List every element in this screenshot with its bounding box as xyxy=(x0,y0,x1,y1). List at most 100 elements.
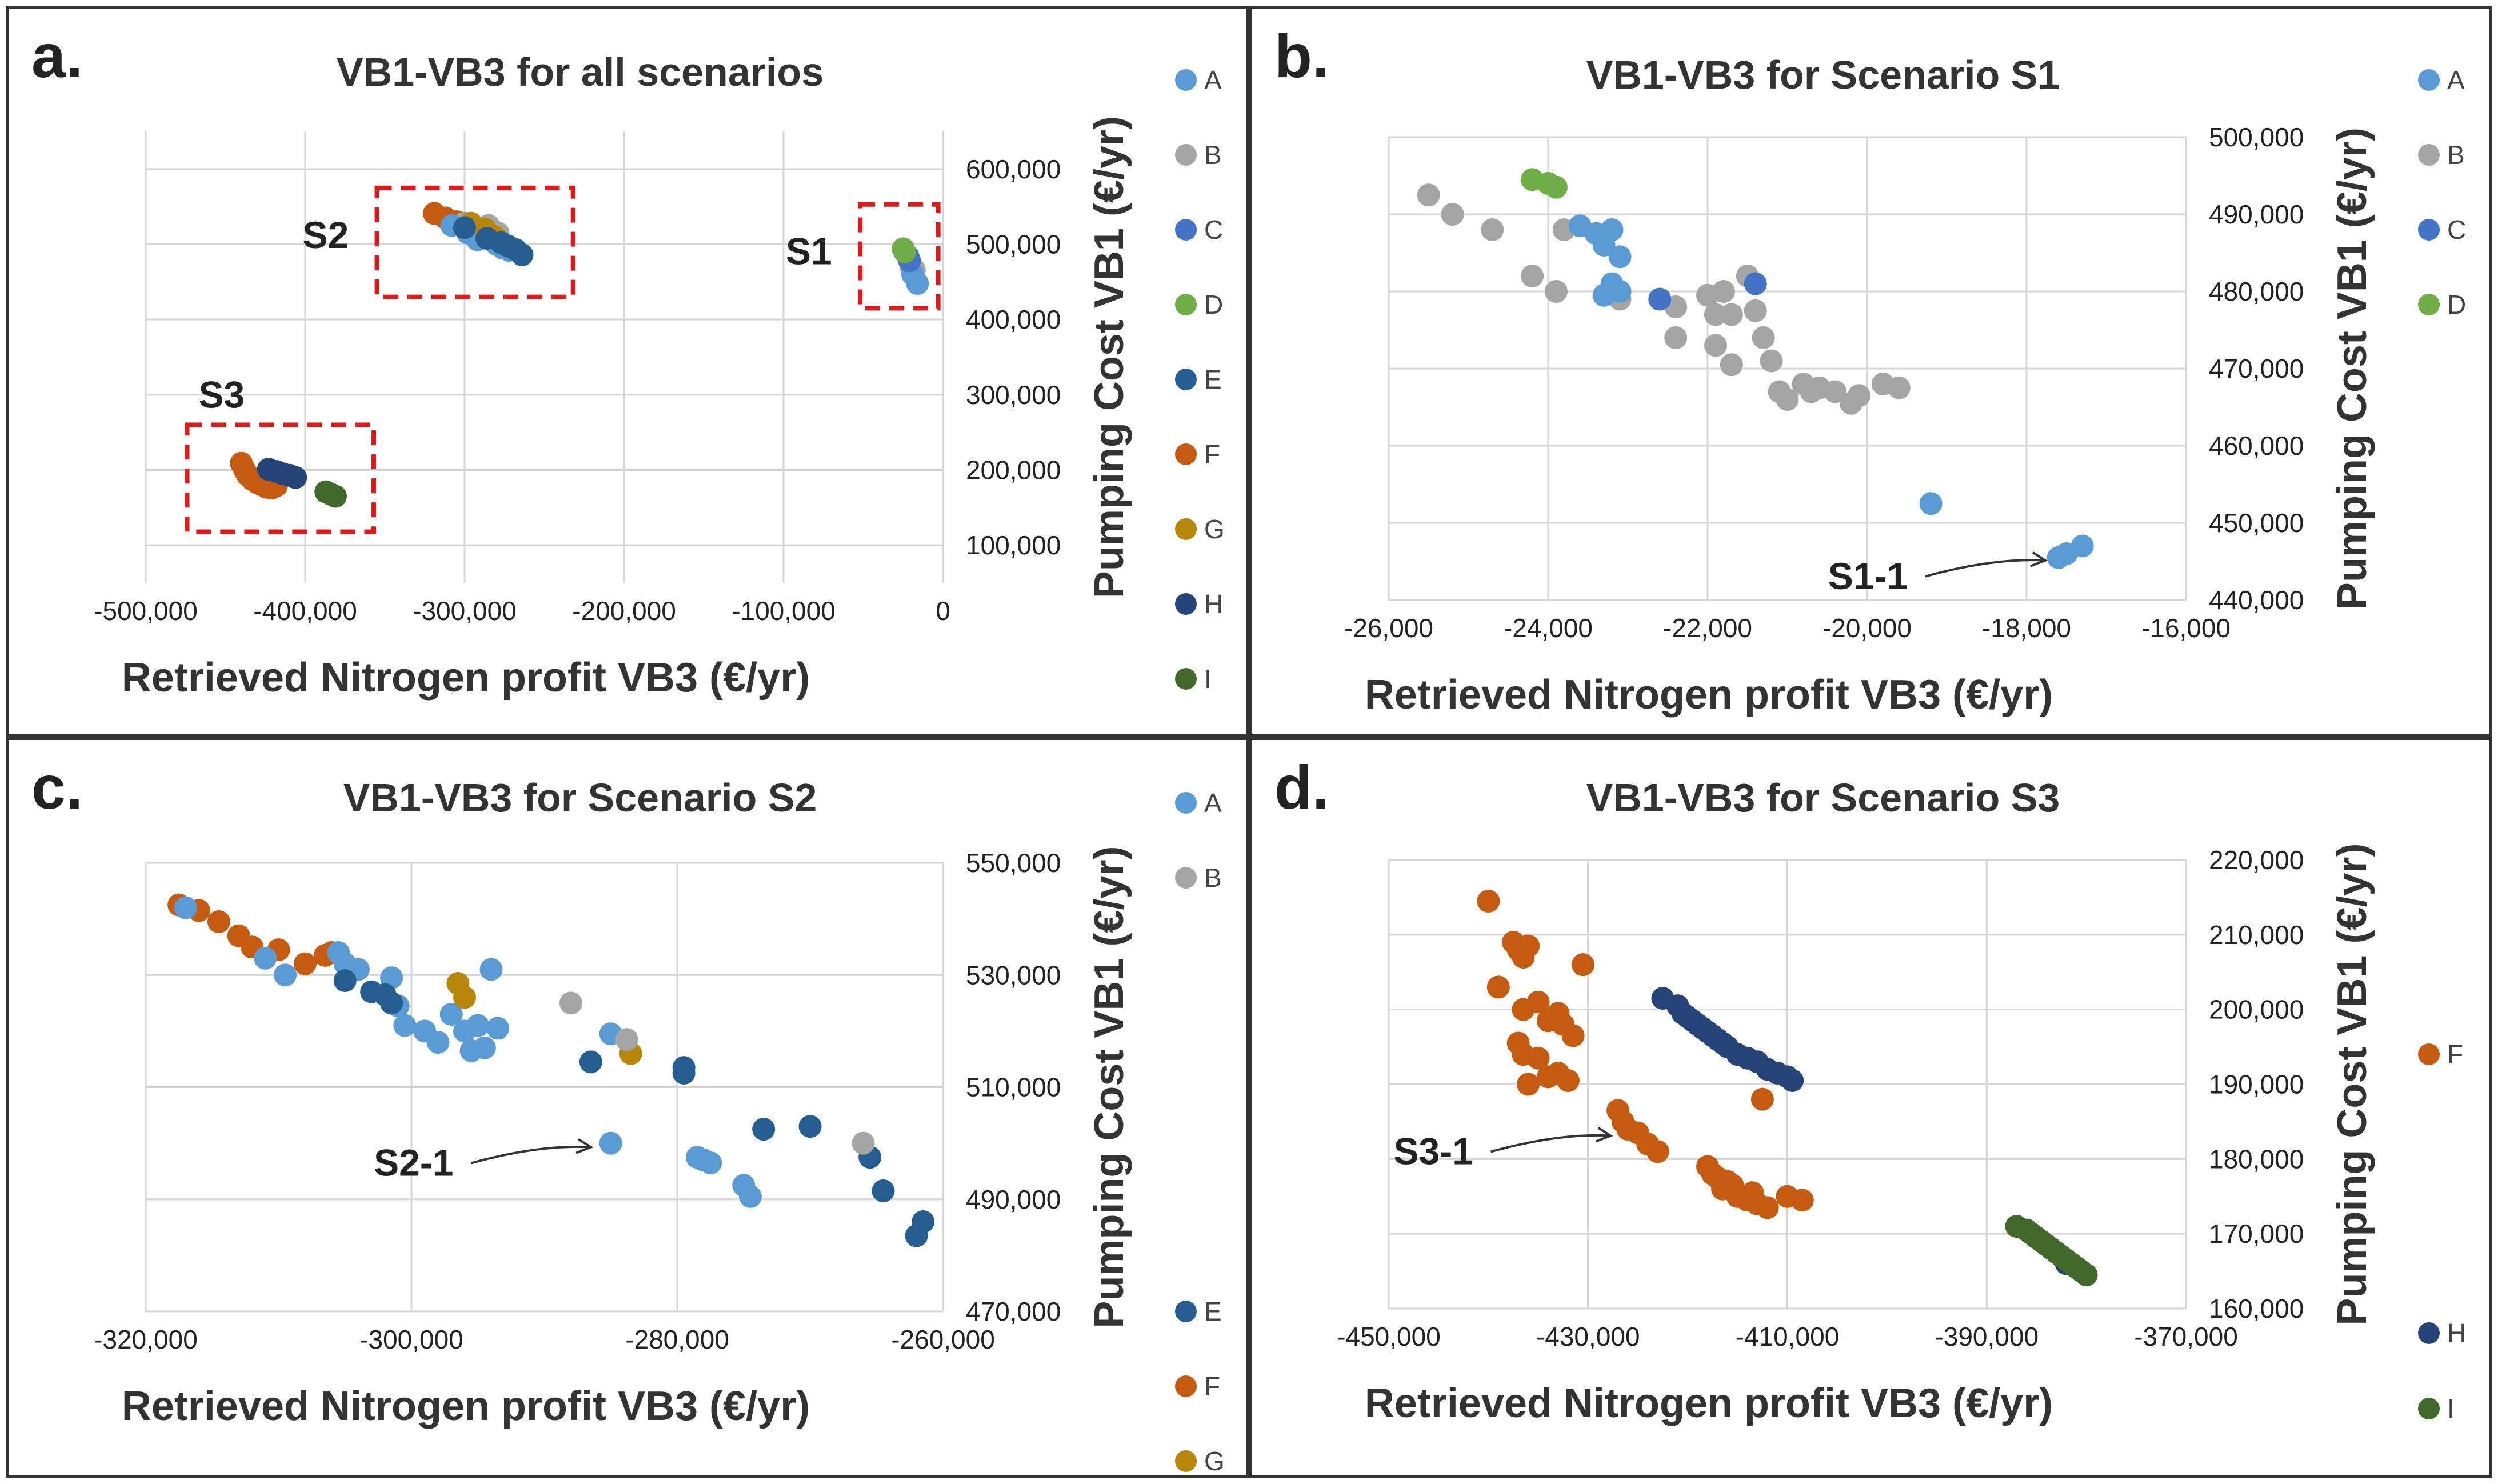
point-B xyxy=(1441,203,1464,226)
point-A xyxy=(473,1036,496,1059)
point-F xyxy=(1756,1196,1779,1219)
y-tick-label: 510,000 xyxy=(966,1073,1061,1102)
legend-label-B: B xyxy=(1204,863,1222,893)
point-I xyxy=(324,485,347,508)
legend-marker-C xyxy=(1175,219,1197,241)
point-A xyxy=(254,946,277,970)
y-tick-label: 170,000 xyxy=(2209,1219,2304,1249)
point-F xyxy=(1517,1073,1540,1096)
scenario-box-label: S2 xyxy=(303,214,349,256)
point-F xyxy=(1517,934,1540,958)
y-tick-label: 490,000 xyxy=(966,1185,1061,1214)
point-F xyxy=(1552,1013,1575,1036)
legend-marker-B xyxy=(2418,144,2440,166)
legend-label-B: B xyxy=(1204,140,1222,170)
legend-marker-E xyxy=(1175,1301,1197,1322)
legend-marker-H xyxy=(2418,1322,2440,1344)
point-D xyxy=(1544,175,1568,199)
point-A xyxy=(738,1185,762,1208)
y-axis-label: Pumping Cost VB1 (€/yr) xyxy=(2329,843,2375,1325)
legend-label-G: G xyxy=(1204,1446,1225,1475)
point-E xyxy=(380,991,403,1015)
point-A xyxy=(466,1014,490,1037)
point-B xyxy=(1752,326,1775,349)
point-B xyxy=(1848,384,1871,407)
point-B xyxy=(1704,303,1727,326)
point-A xyxy=(906,271,929,295)
x-tick-label: -450,000 xyxy=(1337,1322,1441,1351)
point-A xyxy=(599,1131,622,1155)
legend-label-C: C xyxy=(2447,215,2466,245)
point-B xyxy=(1760,349,1783,373)
annotation-arrowhead xyxy=(1595,1126,1613,1143)
y-axis-label: Pumping Cost VB1 (€/yr) xyxy=(1086,846,1132,1328)
legend-label-A: A xyxy=(1204,65,1222,95)
legend-marker-I xyxy=(1175,668,1197,690)
panel-letter: b. xyxy=(1274,21,1329,90)
y-tick-label: 460,000 xyxy=(2209,431,2304,461)
point-A xyxy=(1608,245,1632,269)
legend-label-A: A xyxy=(2447,65,2465,95)
x-tick-label: -18,000 xyxy=(1982,613,2071,643)
point-F xyxy=(1572,953,1595,977)
point-A xyxy=(486,1017,510,1040)
legend-marker-F xyxy=(1175,1375,1197,1397)
x-axis-label: Retrieved Nitrogen profit VB3 (€/yr) xyxy=(1365,672,2053,718)
point-E xyxy=(752,1118,776,1141)
y-tick-label: 190,000 xyxy=(2209,1070,2304,1099)
chart-title: VB1-VB3 for Scenario S3 xyxy=(1586,775,2060,820)
point-F xyxy=(1556,1069,1580,1092)
y-tick-label: 220,000 xyxy=(2209,845,2304,875)
y-axis-label: Pumping Cost VB1 (€/yr) xyxy=(2329,127,2375,610)
point-B xyxy=(1704,334,1727,357)
y-tick-label: 200,000 xyxy=(966,455,1061,485)
legend-label-E: E xyxy=(1204,1297,1222,1326)
panel-a: a. -500,000 -400,000 -300,000 -200,000 -100,… xyxy=(6,6,1249,737)
x-tick-label: -430,000 xyxy=(1536,1322,1640,1351)
point-B xyxy=(1720,353,1743,377)
legend-marker-A xyxy=(1175,792,1197,814)
point-B xyxy=(1521,265,1544,287)
legend-label-F: F xyxy=(1204,1371,1220,1401)
y-tick-label: 470,000 xyxy=(2209,354,2304,383)
x-tick-label: -16,000 xyxy=(2141,613,2231,643)
point-D xyxy=(893,240,917,263)
y-tick-label: 490,000 xyxy=(2209,199,2304,229)
panel-letter: a. xyxy=(31,21,83,90)
point-C xyxy=(1648,287,1672,311)
annotation-arrow xyxy=(470,1145,591,1165)
scenario-box-label: S3 xyxy=(199,374,245,416)
point-B xyxy=(1544,280,1568,303)
legend-label-H: H xyxy=(2447,1318,2466,1348)
point-A xyxy=(393,1014,417,1037)
chart-title: VB1-VB3 for all scenarios xyxy=(337,50,824,94)
x-tick-label: -400,000 xyxy=(253,596,357,626)
x-tick-label: -200,000 xyxy=(572,596,676,626)
legend-marker-G xyxy=(1175,1450,1197,1472)
x-tick-label: -260,000 xyxy=(891,1325,995,1354)
x-tick-label: -390,000 xyxy=(1935,1322,2039,1351)
scatter-chart-d: -450,000 -430,000 -410,000 -390,000 -370,000… xyxy=(1337,775,2466,1426)
y-tick-label: 500,000 xyxy=(966,230,1061,259)
point-A xyxy=(2071,534,2094,558)
y-tick-label: 480,000 xyxy=(2209,277,2304,306)
x-tick-label: -24,000 xyxy=(1504,613,1593,643)
legend-label-I: I xyxy=(2447,1394,2455,1423)
point-F xyxy=(207,910,230,934)
point-F xyxy=(1790,1189,1814,1212)
point-A xyxy=(439,1002,463,1026)
point-E xyxy=(912,1210,935,1233)
legend-marker-F xyxy=(2418,1043,2440,1065)
x-axis-label: Retrieved Nitrogen profit VB3 (€/yr) xyxy=(122,655,810,701)
panel-d: d. -450,000 -430,000 -410,000 -390,000 -370,… xyxy=(1249,737,2492,1478)
point-B xyxy=(852,1131,875,1155)
legend-label-D: D xyxy=(2447,290,2466,319)
legend-marker-D xyxy=(1175,294,1197,315)
y-tick-label: 180,000 xyxy=(2209,1144,2304,1174)
point-F xyxy=(294,952,317,975)
y-tick-label: 200,000 xyxy=(2209,995,2304,1025)
scenario-box xyxy=(857,202,941,311)
x-tick-label: -20,000 xyxy=(1822,613,1912,643)
point-B xyxy=(1744,299,1767,322)
